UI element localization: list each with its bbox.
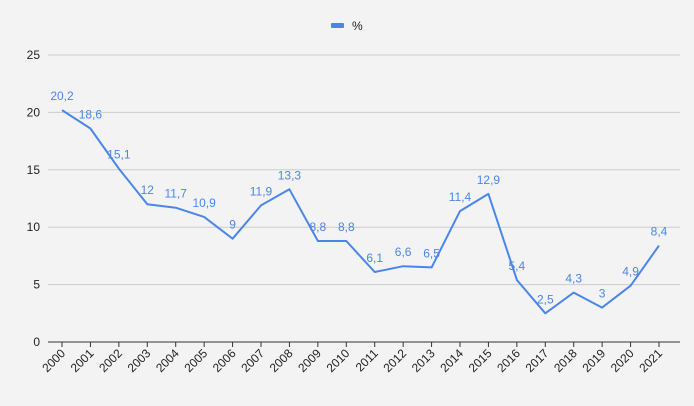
y-tick-label: 20 [27,105,41,119]
x-tick-label: 2013 [409,346,438,375]
y-axis-ticks: 0 5 10 15 20 25 [27,48,41,349]
gridlines [48,54,680,343]
x-tick-label: 2014 [437,346,466,375]
x-tick-label: 2017 [523,346,552,375]
data-label: 4,9 [622,265,639,279]
x-tick-label: 2001 [68,346,97,375]
data-label: 20,2 [50,89,74,103]
y-tick-label: 15 [27,163,41,177]
x-tick-label: 2020 [608,346,637,375]
x-tick-label: 2003 [125,346,154,375]
data-label: 13,3 [278,168,302,182]
data-label: 8,4 [651,225,668,239]
x-tick-label: 2007 [238,346,267,375]
data-label: 6,5 [423,246,440,260]
data-label: 6,6 [395,245,412,259]
data-label: 8,8 [310,220,327,234]
y-tick-label: 10 [27,220,41,234]
x-tick-label: 2018 [551,346,580,375]
legend-swatch [331,23,344,28]
data-label: 4,3 [565,272,582,286]
data-label: 15,1 [107,148,131,162]
x-tick-label: 2008 [267,346,296,375]
data-label: 8,8 [338,220,355,234]
y-tick-label: 5 [33,278,40,292]
x-tick-label: 2005 [181,346,210,375]
data-label: 18,6 [79,107,103,121]
y-tick-label: 0 [33,335,40,349]
data-label: 12 [141,183,155,197]
data-label: 11,7 [164,187,187,201]
legend-label: % [352,19,363,33]
x-tick-label: 2016 [494,346,523,375]
x-tick-label: 2015 [466,346,495,375]
data-label: 10,9 [192,196,216,210]
x-tick-label: 2010 [324,346,353,375]
x-tick-label: 2004 [153,346,182,375]
x-tick-label: 2002 [96,346,125,375]
data-label: 3 [599,287,606,301]
data-labels: 20,2 18,6 15,1 12 11,7 10,9 9 11,9 13,3 8,8 8,8 6,1… [50,89,667,306]
x-tick-label: 2011 [353,346,381,374]
x-tick-label: 2009 [295,346,324,375]
series-line [61,109,660,315]
data-label: 9 [229,218,236,232]
series-layer [61,109,660,315]
x-tick-label: 2000 [39,346,68,375]
legend[interactable]: % [331,19,363,33]
x-tick-label: 2019 [579,346,608,375]
data-label: 6,1 [366,251,383,265]
y-tick-label: 25 [27,48,41,62]
x-tick-label: 2021 [636,346,665,375]
x-tick-label: 2006 [210,346,239,375]
x-axis-ticks: 2000 2001 2002 2003 2004 2005 2006 2007 2008 2009… [39,342,665,375]
data-label: 12,9 [477,173,501,187]
data-label: 2,5 [537,292,554,306]
data-label: 11,4 [449,190,472,204]
data-label: 11,9 [250,184,273,198]
data-label: 5,4 [509,259,526,273]
x-tick-label: 2012 [380,346,409,375]
